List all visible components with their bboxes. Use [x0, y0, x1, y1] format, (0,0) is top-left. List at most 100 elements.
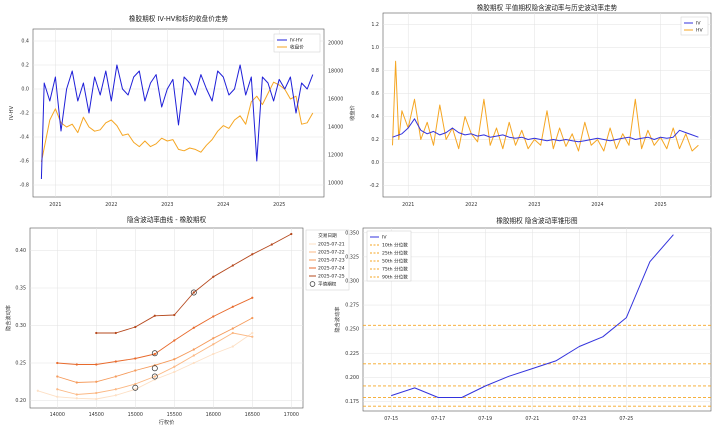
y-tick-label: -0.2	[370, 183, 379, 189]
plot-frame-bl	[29, 227, 304, 409]
data-point	[270, 243, 273, 246]
y-tick-label: 0.25	[15, 361, 26, 367]
x-tick-label: 15000	[128, 412, 143, 418]
data-point	[134, 325, 137, 329]
data-point	[114, 331, 117, 335]
data-point	[75, 363, 78, 366]
y-tick-label: -0.8	[20, 183, 29, 189]
x-tick-label: 2023	[528, 202, 540, 208]
legend-label: IV	[696, 21, 701, 27]
legend-title: 交易日期	[318, 232, 337, 239]
chart-title: 橡胶期权 平值期权隐含波动率与历史波动率走势	[477, 3, 618, 12]
chart-title: 橡胶期权 隐含波动率锥形图	[496, 216, 578, 225]
y-tick-label: 0.0	[21, 87, 29, 93]
atm-marker	[151, 350, 158, 357]
legend-label: 平值期权	[318, 281, 337, 288]
series-line-hv	[392, 60, 699, 152]
y-tick-label: 0.8	[371, 68, 379, 74]
data-point	[134, 369, 137, 372]
legend-label: 10th 分位数	[382, 242, 408, 249]
atm-marker	[190, 289, 197, 296]
data-point	[75, 397, 78, 400]
data-point	[173, 370, 176, 374]
data-point	[212, 275, 215, 278]
y-tick-label: 0.30	[15, 323, 26, 329]
data-point	[95, 380, 98, 383]
data-point	[212, 352, 215, 356]
x-tick-label: 2025	[273, 202, 285, 208]
legend-label: IV	[382, 235, 387, 241]
data-point	[251, 316, 254, 320]
chart-title: 橡胶期权 IV-HV和标的收盘价走势	[129, 14, 229, 23]
y-tick-label: 0.275	[345, 303, 359, 309]
legend-label: 2025-07-23	[318, 258, 345, 264]
y2-tick-label: 16000	[328, 97, 343, 103]
data-point	[231, 305, 234, 308]
legend-label: 2025-07-22	[318, 250, 345, 256]
data-point	[114, 360, 117, 363]
y-tick-label: 0.350	[345, 230, 359, 236]
data-point	[231, 345, 234, 348]
x-tick-label: 07-21	[525, 416, 539, 422]
y2-tick-label: 12000	[328, 153, 343, 159]
x-tick-label: 2024	[591, 202, 603, 208]
data-point	[231, 331, 234, 335]
data-point	[114, 375, 117, 378]
data-point	[36, 389, 39, 392]
atm-marker	[151, 373, 158, 380]
x-tick-label: 2023	[161, 202, 173, 208]
x-tick-label: 15500	[167, 412, 182, 418]
y-tick-label: 0.0	[371, 160, 379, 166]
y-axis-label: IV-HV	[9, 106, 15, 121]
atm-marker	[151, 365, 158, 372]
legend-swatch	[309, 281, 316, 287]
data-point	[212, 343, 215, 346]
y-tick-label: 0.6	[371, 91, 379, 97]
x-tick-label: 16000	[206, 412, 221, 418]
data-point	[114, 394, 117, 397]
data-point	[231, 327, 234, 330]
data-point	[95, 391, 98, 395]
y-tick-label: 0.2	[371, 137, 379, 143]
x-tick-label: 17000	[284, 412, 299, 418]
data-point	[192, 354, 195, 357]
data-point	[153, 314, 156, 317]
y-tick-label: -0.4	[20, 135, 29, 141]
x-tick-label: 07-15	[384, 416, 398, 422]
legend-box	[680, 16, 709, 36]
data-point	[251, 296, 254, 299]
data-point	[95, 397, 98, 401]
data-point	[56, 375, 59, 378]
series-line-iv	[391, 234, 674, 398]
data-point	[192, 361, 195, 365]
data-point	[173, 365, 176, 368]
x-tick-label: 16500	[245, 412, 260, 418]
y-axis-label: 隐含波动率	[333, 307, 341, 333]
data-point	[192, 326, 195, 329]
data-point	[95, 363, 98, 366]
y-tick-label: -0.2	[20, 111, 29, 117]
y-tick-label: 0.225	[345, 351, 359, 357]
y-tick-label: 0.200	[345, 375, 359, 381]
x-axis-label: 行权价	[159, 418, 175, 426]
legend-label: 2025-07-21	[318, 242, 345, 248]
x-tick-label: 2022	[105, 202, 117, 208]
y-axis-label: 隐含波动率	[4, 305, 12, 331]
y2-tick-label: 10000	[328, 181, 343, 187]
data-point	[192, 291, 195, 294]
y2-tick-label: 20000	[328, 41, 343, 47]
data-point	[212, 315, 215, 318]
x-tick-label: 14000	[50, 412, 65, 418]
data-point	[212, 337, 215, 340]
chart-title: 隐含波动率曲线 - 橡胶期权	[127, 215, 207, 224]
legend-label: 75th 分位数	[382, 266, 408, 273]
data-point	[153, 375, 156, 378]
x-tick-label: 2021	[402, 202, 414, 208]
y-tick-label: 0.250	[345, 327, 359, 333]
data-point	[56, 388, 59, 391]
x-tick-label: 2022	[465, 202, 477, 208]
data-point	[173, 339, 176, 342]
data-point	[251, 331, 254, 335]
x-tick-label: 2024	[217, 202, 229, 208]
